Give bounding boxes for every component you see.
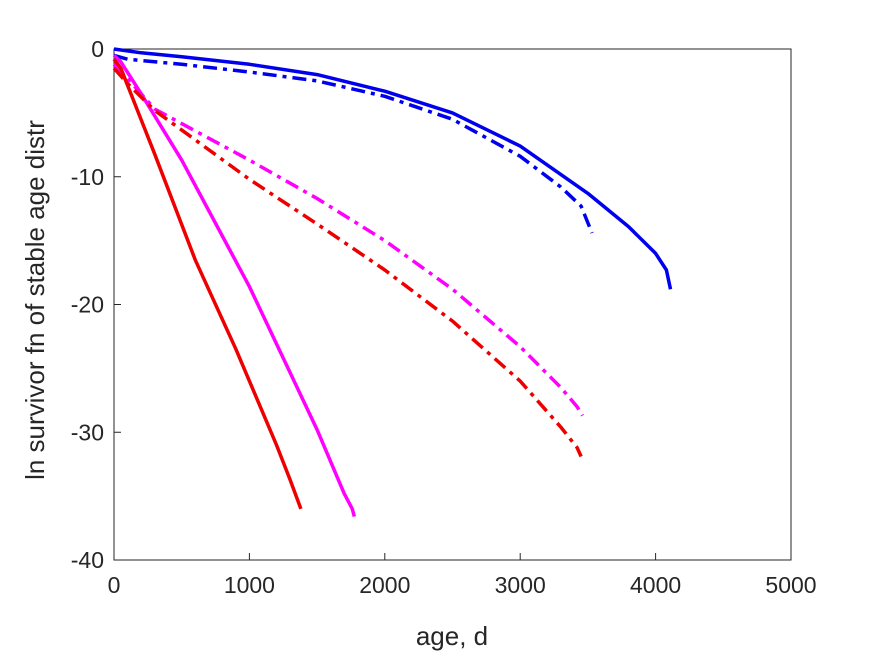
series-line-3: [112, 54, 356, 518]
series-line-6: [112, 67, 583, 458]
series-line-1: [113, 47, 673, 290]
x-tick-label: 1000: [224, 572, 275, 598]
x-tick-label: 0: [108, 572, 121, 598]
y-axis-title: ln survivor fn of stable age distr: [20, 120, 50, 480]
y-tick-label: -40: [71, 547, 104, 573]
y-tick-label: 0: [91, 36, 104, 62]
y-tick-label: -30: [71, 419, 104, 445]
x-axis-ticks: 0 1000 2000 3000 4000 5000: [108, 553, 817, 598]
x-tick-label: 2000: [359, 572, 410, 598]
plot-area: [113, 48, 792, 561]
x-tick-label: 5000: [765, 572, 816, 598]
series-line-5: [112, 58, 303, 510]
series-layer: [112, 47, 673, 518]
series-line-2: [113, 53, 594, 234]
series-line-4: [112, 63, 584, 417]
x-axis-title: age, d: [416, 621, 488, 651]
x-tick-label: 3000: [495, 572, 546, 598]
y-axis-ticks: 0 -10 -20 -30 -40: [71, 36, 121, 573]
y-tick-label: -10: [71, 164, 104, 190]
x-tick-label: 4000: [630, 572, 681, 598]
y-tick-label: -20: [71, 292, 104, 318]
